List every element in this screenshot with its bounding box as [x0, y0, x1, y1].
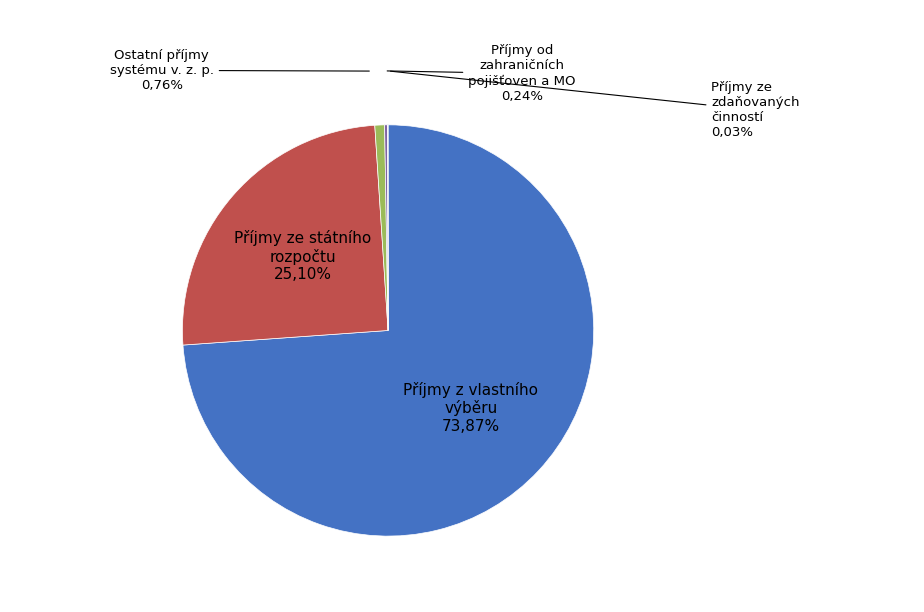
Wedge shape — [183, 125, 594, 536]
Text: Ostatní příjmy
systému v. z. p.
0,76%: Ostatní příjmy systému v. z. p. 0,76% — [110, 49, 370, 92]
Text: Příjmy od
zahraničních
pojišťoven a MO
0,24%: Příjmy od zahraničních pojišťoven a MO 0… — [387, 44, 576, 103]
Text: Příjmy ze
zdaňovaných
činností
0,03%: Příjmy ze zdaňovaných činností 0,03% — [391, 71, 800, 139]
Text: Příjmy z vlastního
výběru
73,87%: Příjmy z vlastního výběru 73,87% — [404, 381, 539, 433]
Wedge shape — [182, 125, 388, 345]
Wedge shape — [375, 125, 388, 330]
Wedge shape — [384, 125, 388, 330]
Text: Příjmy ze státního
rozpočtu
25,10%: Příjmy ze státního rozpočtu 25,10% — [235, 230, 371, 282]
